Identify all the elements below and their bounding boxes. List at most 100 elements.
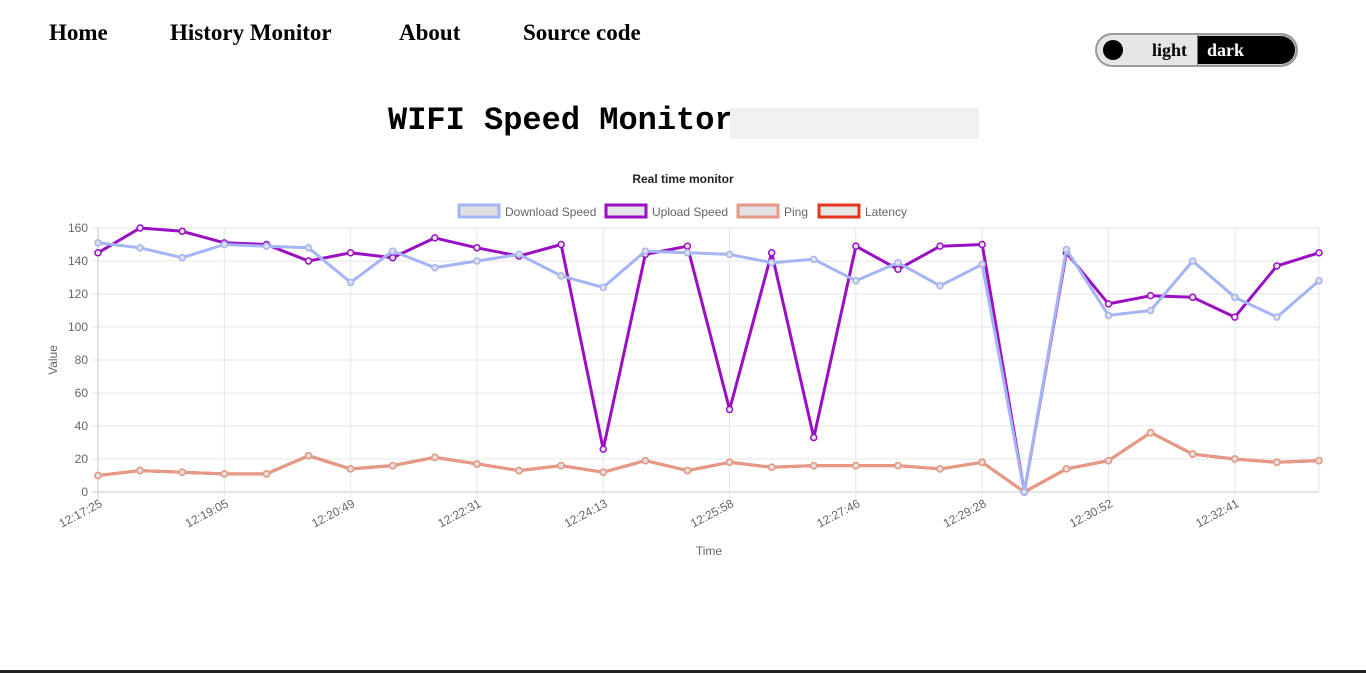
data-point[interactable] <box>557 240 565 249</box>
data-point[interactable] <box>936 282 944 290</box>
data-point[interactable] <box>431 453 439 462</box>
toggle-knob[interactable] <box>1103 40 1123 60</box>
data-point[interactable] <box>1146 306 1155 315</box>
theme-light-option[interactable]: light <box>1097 35 1198 65</box>
legend-item[interactable]: Download Speed <box>457 203 596 219</box>
data-point[interactable] <box>1104 456 1113 465</box>
data-point[interactable] <box>346 465 355 473</box>
legend-swatch <box>457 203 501 219</box>
data-point[interactable] <box>473 244 481 252</box>
legend-item[interactable]: Ping <box>736 203 808 219</box>
data-point[interactable] <box>683 249 692 257</box>
data-point[interactable] <box>304 244 313 252</box>
data-point[interactable] <box>388 461 397 470</box>
y-tick-label: 120 <box>68 287 88 301</box>
theme-dark-label[interactable]: dark <box>1207 40 1245 60</box>
data-point[interactable] <box>557 272 565 280</box>
data-point[interactable] <box>346 278 355 287</box>
data-point[interactable] <box>346 249 355 257</box>
nav-about-link[interactable]: About <box>399 20 461 45</box>
data-point[interactable] <box>304 451 313 460</box>
legend-item[interactable]: Latency <box>817 203 907 219</box>
data-point[interactable] <box>515 466 523 475</box>
data-point[interactable] <box>473 460 481 468</box>
data-point[interactable] <box>1231 293 1239 302</box>
data-point[interactable] <box>94 239 102 247</box>
data-point[interactable] <box>431 234 439 242</box>
data-point[interactable] <box>1062 245 1071 254</box>
data-point[interactable] <box>725 458 734 467</box>
data-point[interactable] <box>599 283 607 292</box>
data-point[interactable] <box>767 258 776 267</box>
data-point[interactable] <box>1315 249 1323 257</box>
data-point[interactable] <box>262 470 271 478</box>
data-point[interactable] <box>1188 257 1197 265</box>
data-point[interactable] <box>304 257 313 265</box>
data-point[interactable] <box>852 461 860 470</box>
data-point[interactable] <box>936 242 944 250</box>
data-point[interactable] <box>1231 455 1239 463</box>
legend-label: Upload Speed <box>652 205 728 219</box>
data-point[interactable] <box>1146 428 1155 437</box>
data-point[interactable] <box>810 433 818 442</box>
data-point[interactable] <box>220 470 229 478</box>
data-point[interactable] <box>1020 488 1029 496</box>
data-point[interactable] <box>725 405 734 414</box>
data-point[interactable] <box>178 468 186 476</box>
data-point[interactable] <box>894 461 902 470</box>
data-point[interactable] <box>683 242 692 250</box>
legend-item[interactable]: Upload Speed <box>604 203 728 219</box>
nav-home-link[interactable]: Home <box>49 20 108 45</box>
data-point[interactable] <box>1104 300 1113 308</box>
data-point[interactable] <box>810 255 818 264</box>
data-point[interactable] <box>810 461 818 470</box>
data-point[interactable] <box>852 277 860 285</box>
chart-title: Real time monitor <box>632 172 734 186</box>
data-point[interactable] <box>641 247 650 255</box>
data-point[interactable] <box>388 247 397 255</box>
data-point[interactable] <box>1146 291 1155 300</box>
data-point[interactable] <box>894 258 902 267</box>
data-point[interactable] <box>1104 311 1113 320</box>
data-point[interactable] <box>220 240 229 249</box>
data-point[interactable] <box>1273 262 1281 270</box>
data-point[interactable] <box>557 461 565 470</box>
data-point[interactable] <box>136 224 144 232</box>
data-point[interactable] <box>1062 465 1071 473</box>
data-point[interactable] <box>1188 293 1197 302</box>
data-point[interactable] <box>683 466 692 475</box>
data-point[interactable] <box>178 253 186 262</box>
data-point[interactable] <box>136 466 144 475</box>
x-tick-label: 12:25:58 <box>688 496 736 530</box>
data-point[interactable] <box>767 463 776 471</box>
data-point[interactable] <box>599 468 607 476</box>
data-point[interactable] <box>136 244 144 252</box>
theme-toggle[interactable]: light dark <box>1095 33 1298 67</box>
data-point[interactable] <box>1231 313 1239 321</box>
data-point[interactable] <box>431 263 439 272</box>
data-point[interactable] <box>599 445 607 453</box>
data-point[interactable] <box>767 249 776 257</box>
data-point[interactable] <box>94 249 102 257</box>
data-point[interactable] <box>1273 458 1281 467</box>
data-point[interactable] <box>1273 313 1281 321</box>
data-point[interactable] <box>178 227 186 236</box>
data-point[interactable] <box>978 260 986 269</box>
data-point[interactable] <box>1315 277 1323 285</box>
data-point[interactable] <box>894 265 902 273</box>
data-point[interactable] <box>1188 450 1197 458</box>
nav-source-code-link[interactable]: Source code <box>523 20 641 45</box>
data-point[interactable] <box>978 458 986 467</box>
data-point[interactable] <box>936 465 944 473</box>
data-point[interactable] <box>473 257 481 265</box>
data-point[interactable] <box>641 456 650 465</box>
data-point[interactable] <box>1315 456 1323 465</box>
data-point[interactable] <box>94 471 102 480</box>
data-point[interactable] <box>852 242 860 250</box>
nav-history-monitor-link[interactable]: History Monitor <box>170 20 332 45</box>
data-point[interactable] <box>262 242 271 250</box>
data-point[interactable] <box>978 240 986 249</box>
data-point[interactable] <box>725 250 734 259</box>
data-point[interactable] <box>388 253 397 262</box>
data-point[interactable] <box>515 250 523 259</box>
